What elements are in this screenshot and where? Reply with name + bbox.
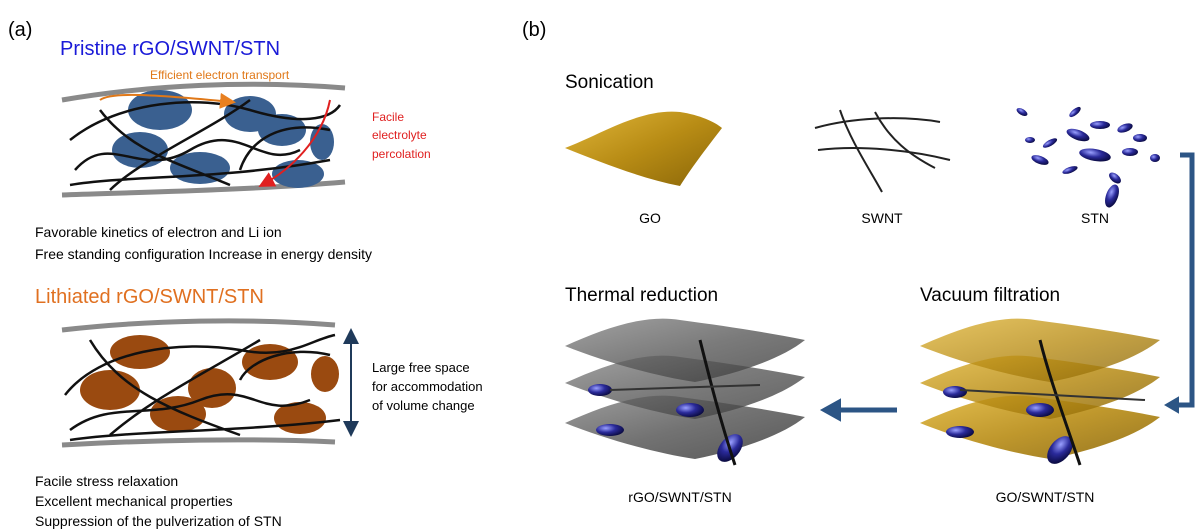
rgo-stack <box>565 319 805 467</box>
swnt <box>815 110 950 192</box>
note: Free standing configuration Increase in … <box>35 246 372 262</box>
step-title: Vacuum filtration <box>920 285 1060 306</box>
note: Excellent mechanical properties <box>35 493 233 509</box>
material-label: GO <box>639 210 661 226</box>
section-title: Pristine rGO/SWNT/STN <box>60 38 280 60</box>
pristine-schematic <box>62 84 345 195</box>
figure: (a) Pristine rGO/SWNT/STN Efficient elec… <box>0 0 1200 532</box>
step-title: Thermal reduction <box>565 285 718 306</box>
annotation: Facile <box>372 110 404 124</box>
annotation: Large free space <box>372 360 470 375</box>
stn <box>1015 105 1160 209</box>
annotation: Efficient electron transport <box>150 68 290 82</box>
go-stack <box>920 319 1160 469</box>
material-label: SWNT <box>861 210 903 226</box>
product-label: GO/SWNT/STN <box>996 489 1095 505</box>
annotation: for accommodation <box>372 379 483 394</box>
annotation: electrolyte <box>372 128 427 142</box>
material-label: STN <box>1081 210 1109 226</box>
section-title: Lithiated rGO/SWNT/STN <box>35 286 264 308</box>
panel-label: (a) <box>8 19 32 41</box>
annotation: of volume change <box>372 398 475 413</box>
step-title: Sonication <box>565 72 654 93</box>
annotation: percolation <box>372 147 431 161</box>
product-label: rGO/SWNT/STN <box>628 489 731 505</box>
note: Facile stress relaxation <box>35 473 178 489</box>
note: Suppression of the pulverization of STN <box>35 513 282 529</box>
panel-label: (b) <box>522 19 546 41</box>
note: Favorable kinetics of electron and Li io… <box>35 224 282 240</box>
go-sheet <box>565 112 722 186</box>
lithiated-schematic <box>62 321 351 445</box>
